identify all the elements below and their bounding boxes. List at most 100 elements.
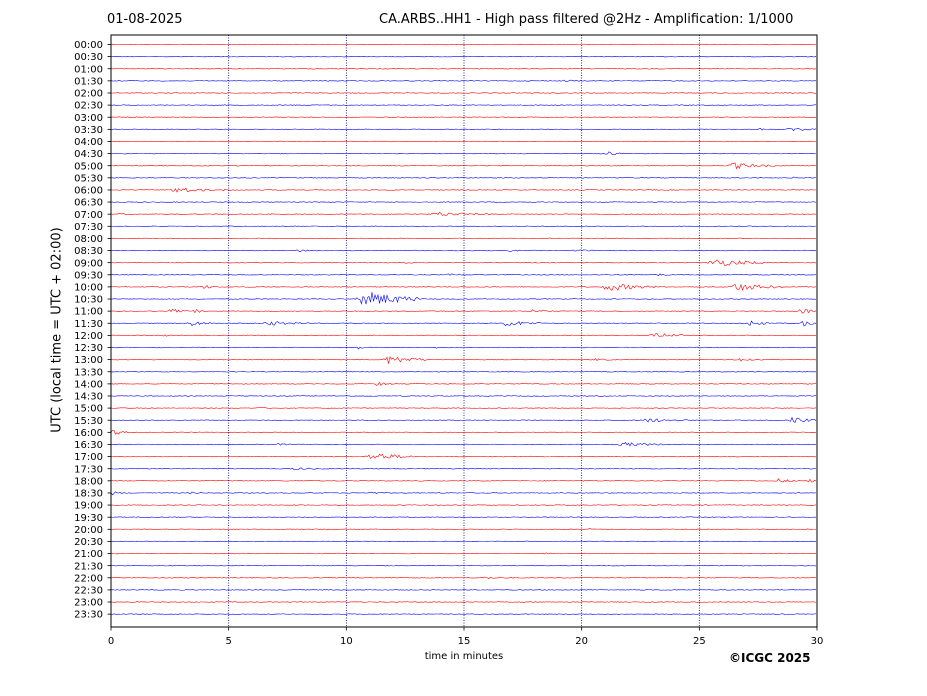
y-tick-label: 06:00	[74, 186, 103, 197]
trace-2100	[110, 552, 817, 555]
trace-2330	[110, 613, 817, 615]
y-tick-label: 20:30	[74, 537, 103, 548]
x-tick-label: 5	[225, 636, 231, 647]
trace-1630	[110, 441, 817, 447]
chart-date: 01-08-2025	[107, 12, 183, 27]
trace-0100	[110, 68, 817, 70]
y-tick-label: 02:00	[74, 89, 103, 100]
y-tick-label: 14:00	[74, 379, 103, 390]
trace-2030	[110, 540, 817, 543]
x-tick-label: 15	[458, 636, 471, 647]
trace-0330	[110, 127, 817, 132]
trace-1800	[110, 478, 817, 483]
x-axis-label: time in minutes	[424, 651, 504, 662]
y-tick-label: 04:30	[74, 149, 103, 160]
y-tick-label: 12:30	[74, 343, 103, 354]
trace-1830	[110, 491, 817, 496]
y-tick-label: 15:00	[74, 404, 103, 415]
y-tick-label: 10:00	[74, 283, 103, 294]
trace-1730	[110, 467, 817, 471]
y-tick-label: 10:30	[74, 295, 103, 306]
trace-0930	[110, 273, 817, 277]
trace-1300	[110, 356, 817, 364]
y-tick-label: 09:30	[74, 270, 103, 281]
y-tick-label: 03:00	[74, 113, 103, 124]
y-tick-label: 07:30	[74, 222, 103, 233]
y-tick-label: 06:30	[74, 198, 103, 209]
trace-2200	[110, 576, 817, 579]
y-tick-label: 19:00	[74, 501, 103, 512]
trace-1100	[110, 308, 817, 314]
trace-1130	[110, 320, 817, 327]
y-tick-label: 17:00	[74, 452, 103, 463]
y-tick-label: 05:00	[74, 161, 103, 172]
y-tick-label: 12:00	[74, 331, 103, 342]
y-tick-label: 21:30	[74, 561, 103, 572]
trace-1330	[110, 371, 817, 373]
y-tick-label: 03:30	[74, 125, 103, 136]
y-tick-label: 04:00	[74, 137, 103, 148]
trace-0500	[110, 162, 817, 170]
trace-1900	[110, 504, 817, 506]
trace-0700	[110, 211, 817, 217]
y-tick-label: 05:30	[74, 173, 103, 184]
y-tick-label: 23:30	[74, 610, 103, 621]
y-tick-label: 20:00	[74, 525, 103, 536]
y-tick-label: 18:00	[74, 476, 103, 487]
trace-0130	[110, 79, 817, 82]
y-tick-label: 17:30	[74, 464, 103, 475]
y-tick-label: 08:00	[74, 234, 103, 245]
trace-1000	[110, 283, 817, 291]
trace-1530	[110, 416, 817, 423]
y-tick-label: 13:30	[74, 367, 103, 378]
x-tick-label: 30	[811, 636, 824, 647]
trace-0000	[110, 43, 817, 46]
x-tick-label: 25	[693, 636, 706, 647]
trace-0830	[110, 249, 817, 253]
y-tick-label: 19:30	[74, 513, 103, 524]
y-tick-label: 01:30	[74, 76, 103, 87]
trace-0400	[110, 140, 817, 143]
y-tick-label: 14:30	[74, 392, 103, 403]
trace-1030	[110, 292, 817, 305]
y-tick-label: 18:30	[74, 489, 103, 500]
trace-0300	[110, 116, 817, 118]
trace-2230	[110, 589, 817, 591]
y-tick-label: 22:00	[74, 573, 103, 584]
x-axis-ticks: 0 5 10 15 20 25 30	[108, 627, 824, 647]
trace-0600	[110, 187, 817, 193]
x-tick-label: 0	[108, 636, 114, 647]
y-tick-label: 16:00	[74, 428, 103, 439]
trace-0730	[110, 225, 817, 227]
trace-1400	[110, 381, 817, 386]
trace-2130	[110, 564, 817, 567]
y-tick-label: 09:00	[74, 258, 103, 269]
trace-0630	[110, 201, 817, 203]
y-tick-label: 02:30	[74, 101, 103, 112]
trace-1200	[110, 333, 817, 337]
x-tick-label: 20	[575, 636, 588, 647]
y-tick-label: 11:00	[74, 307, 103, 318]
trace-1500	[110, 407, 817, 410]
y-tick-label: 21:00	[74, 549, 103, 560]
trace-0230	[110, 104, 817, 106]
trace-1930	[110, 516, 817, 518]
chart-title: CA.ARBS..HH1 - High pass filtered @2Hz -…	[379, 12, 794, 27]
y-tick-label: 01:00	[74, 64, 103, 75]
copyright-credit: ©ICGC 2025	[729, 651, 811, 665]
trace-1600	[110, 430, 817, 435]
trace-0900	[110, 259, 817, 266]
y-tick-label: 16:30	[74, 440, 103, 451]
y-tick-label: 13:00	[74, 355, 103, 366]
trace-0200	[110, 92, 817, 94]
trace-1700	[110, 453, 817, 459]
y-tick-label: 15:30	[74, 416, 103, 427]
y-tick-label: 11:30	[74, 319, 103, 330]
trace-layer	[110, 43, 817, 615]
y-tick-label: 08:30	[74, 246, 103, 257]
vertical-gridlines	[228, 35, 700, 627]
trace-0530	[110, 176, 817, 179]
y-tick-label: 07:00	[74, 210, 103, 221]
